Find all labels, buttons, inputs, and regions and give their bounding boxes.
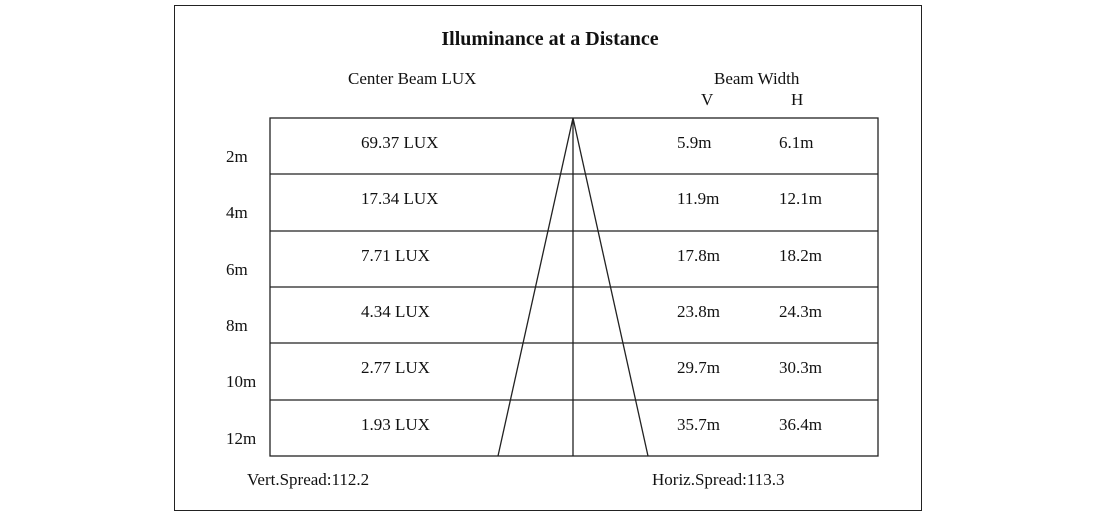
diagram-title: Illuminance at a Distance [441,28,659,50]
beam-width-v: 11.9m [677,189,720,208]
center-beam-header: Center Beam LUX [348,69,477,88]
beam-width-v: 5.9m [677,133,712,152]
beam-width-h: 6.1m [779,133,814,152]
beam-width-v: 23.8m [677,302,720,321]
beam-width-h: 24.3m [779,302,822,321]
v-header: V [701,90,714,109]
distance-label: 12m [226,429,257,448]
lux-value: 4.34 LUX [361,302,430,321]
horiz-spread-label: Horiz.Spread:113.3 [652,470,785,489]
vert-spread-label: Vert.Spread:112.2 [247,470,370,489]
beam-width-v: 17.8m [677,246,720,265]
beam-width-h: 36.4m [779,415,822,434]
diagram-frame [174,5,922,511]
beam-cone-left-edge [497,117,574,457]
beam-width-h: 18.2m [779,246,822,265]
distance-label: 4m [226,203,248,222]
distance-label: 8m [226,316,248,335]
lux-value: 17.34 LUX [361,189,439,208]
distance-label: 10m [226,372,257,391]
h-header: H [791,90,804,109]
beam-width-h: 12.1m [779,189,822,208]
lux-value: 7.71 LUX [361,246,430,265]
lux-value: 1.93 LUX [361,415,430,434]
beam-width-h: 30.3m [779,358,822,377]
beam-width-v: 29.7m [677,358,720,377]
beam-width-v: 35.7m [677,415,720,434]
distance-label: 6m [226,260,248,279]
beam-width-header: Beam Width [714,69,800,88]
beam-cone-right-edge [572,117,649,457]
lux-value: 69.37 LUX [361,133,439,152]
lux-value: 2.77 LUX [361,358,430,377]
distance-label: 2m [226,147,248,166]
